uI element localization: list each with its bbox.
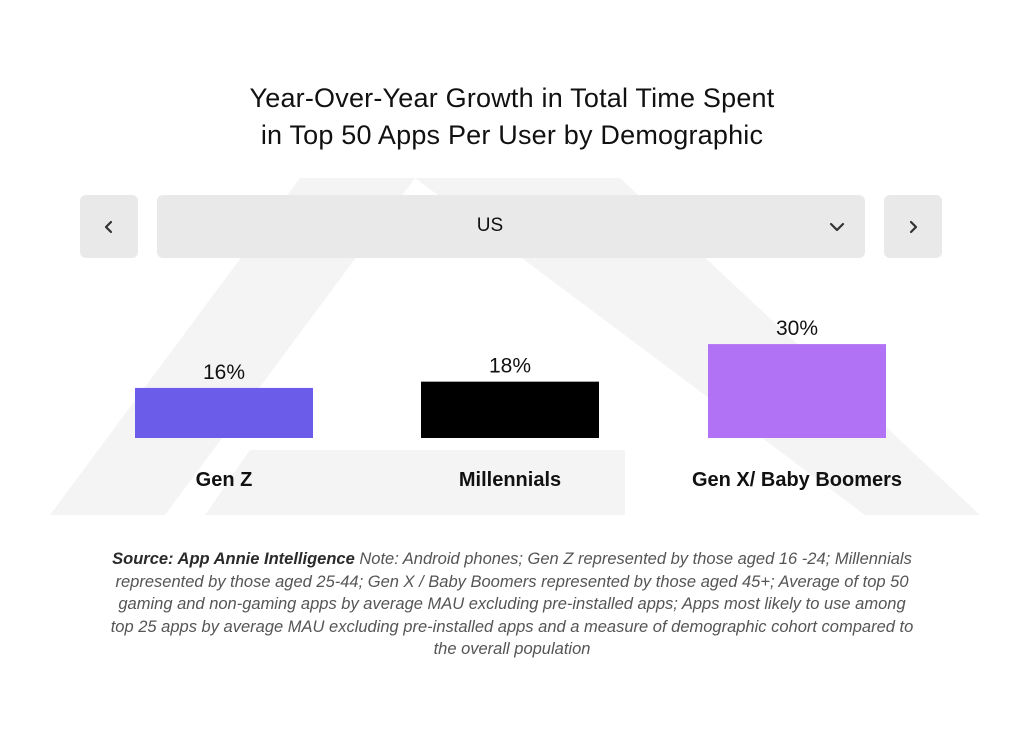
chevron-down-icon	[829, 222, 845, 232]
bar-2	[708, 344, 886, 438]
chart-title-line-1: Year-Over-Year Growth in Total Time Spen…	[249, 83, 775, 113]
region-dropdown[interactable]: US	[157, 195, 865, 258]
bar-1	[421, 381, 599, 438]
chart-title-line-2: in Top 50 Apps Per User by Demographic	[260, 120, 764, 150]
region-dropdown-value: US	[476, 215, 504, 236]
next-button[interactable]	[884, 195, 942, 258]
category-label-1: Millennials	[459, 469, 561, 491]
bar-value-label-1: 18%	[489, 355, 531, 378]
category-label-0: Gen Z	[196, 469, 253, 491]
bar-chart: 16% Gen Z 18% Millennials 30% Gen X/ Baby Boo…	[135, 317, 902, 491]
category-label-2: Gen X/ Baby Boomers	[692, 469, 902, 491]
chart-title: Year-Over-Year Growth in Total Time Spen…	[0, 80, 1024, 154]
chevron-right-icon	[909, 220, 918, 233]
source-label: Source: App Annie Intelligence	[112, 550, 355, 568]
source-note-text: Note: Android phones; Gen Z represented …	[110, 550, 914, 658]
previous-button[interactable]	[80, 195, 138, 258]
source-note: Source: App Annie Intelligence Note: And…	[110, 548, 914, 661]
bar-value-label-0: 16%	[203, 361, 245, 384]
bar-0	[135, 387, 313, 438]
chevron-left-icon	[104, 220, 113, 233]
bar-value-label-2: 30%	[776, 317, 818, 340]
